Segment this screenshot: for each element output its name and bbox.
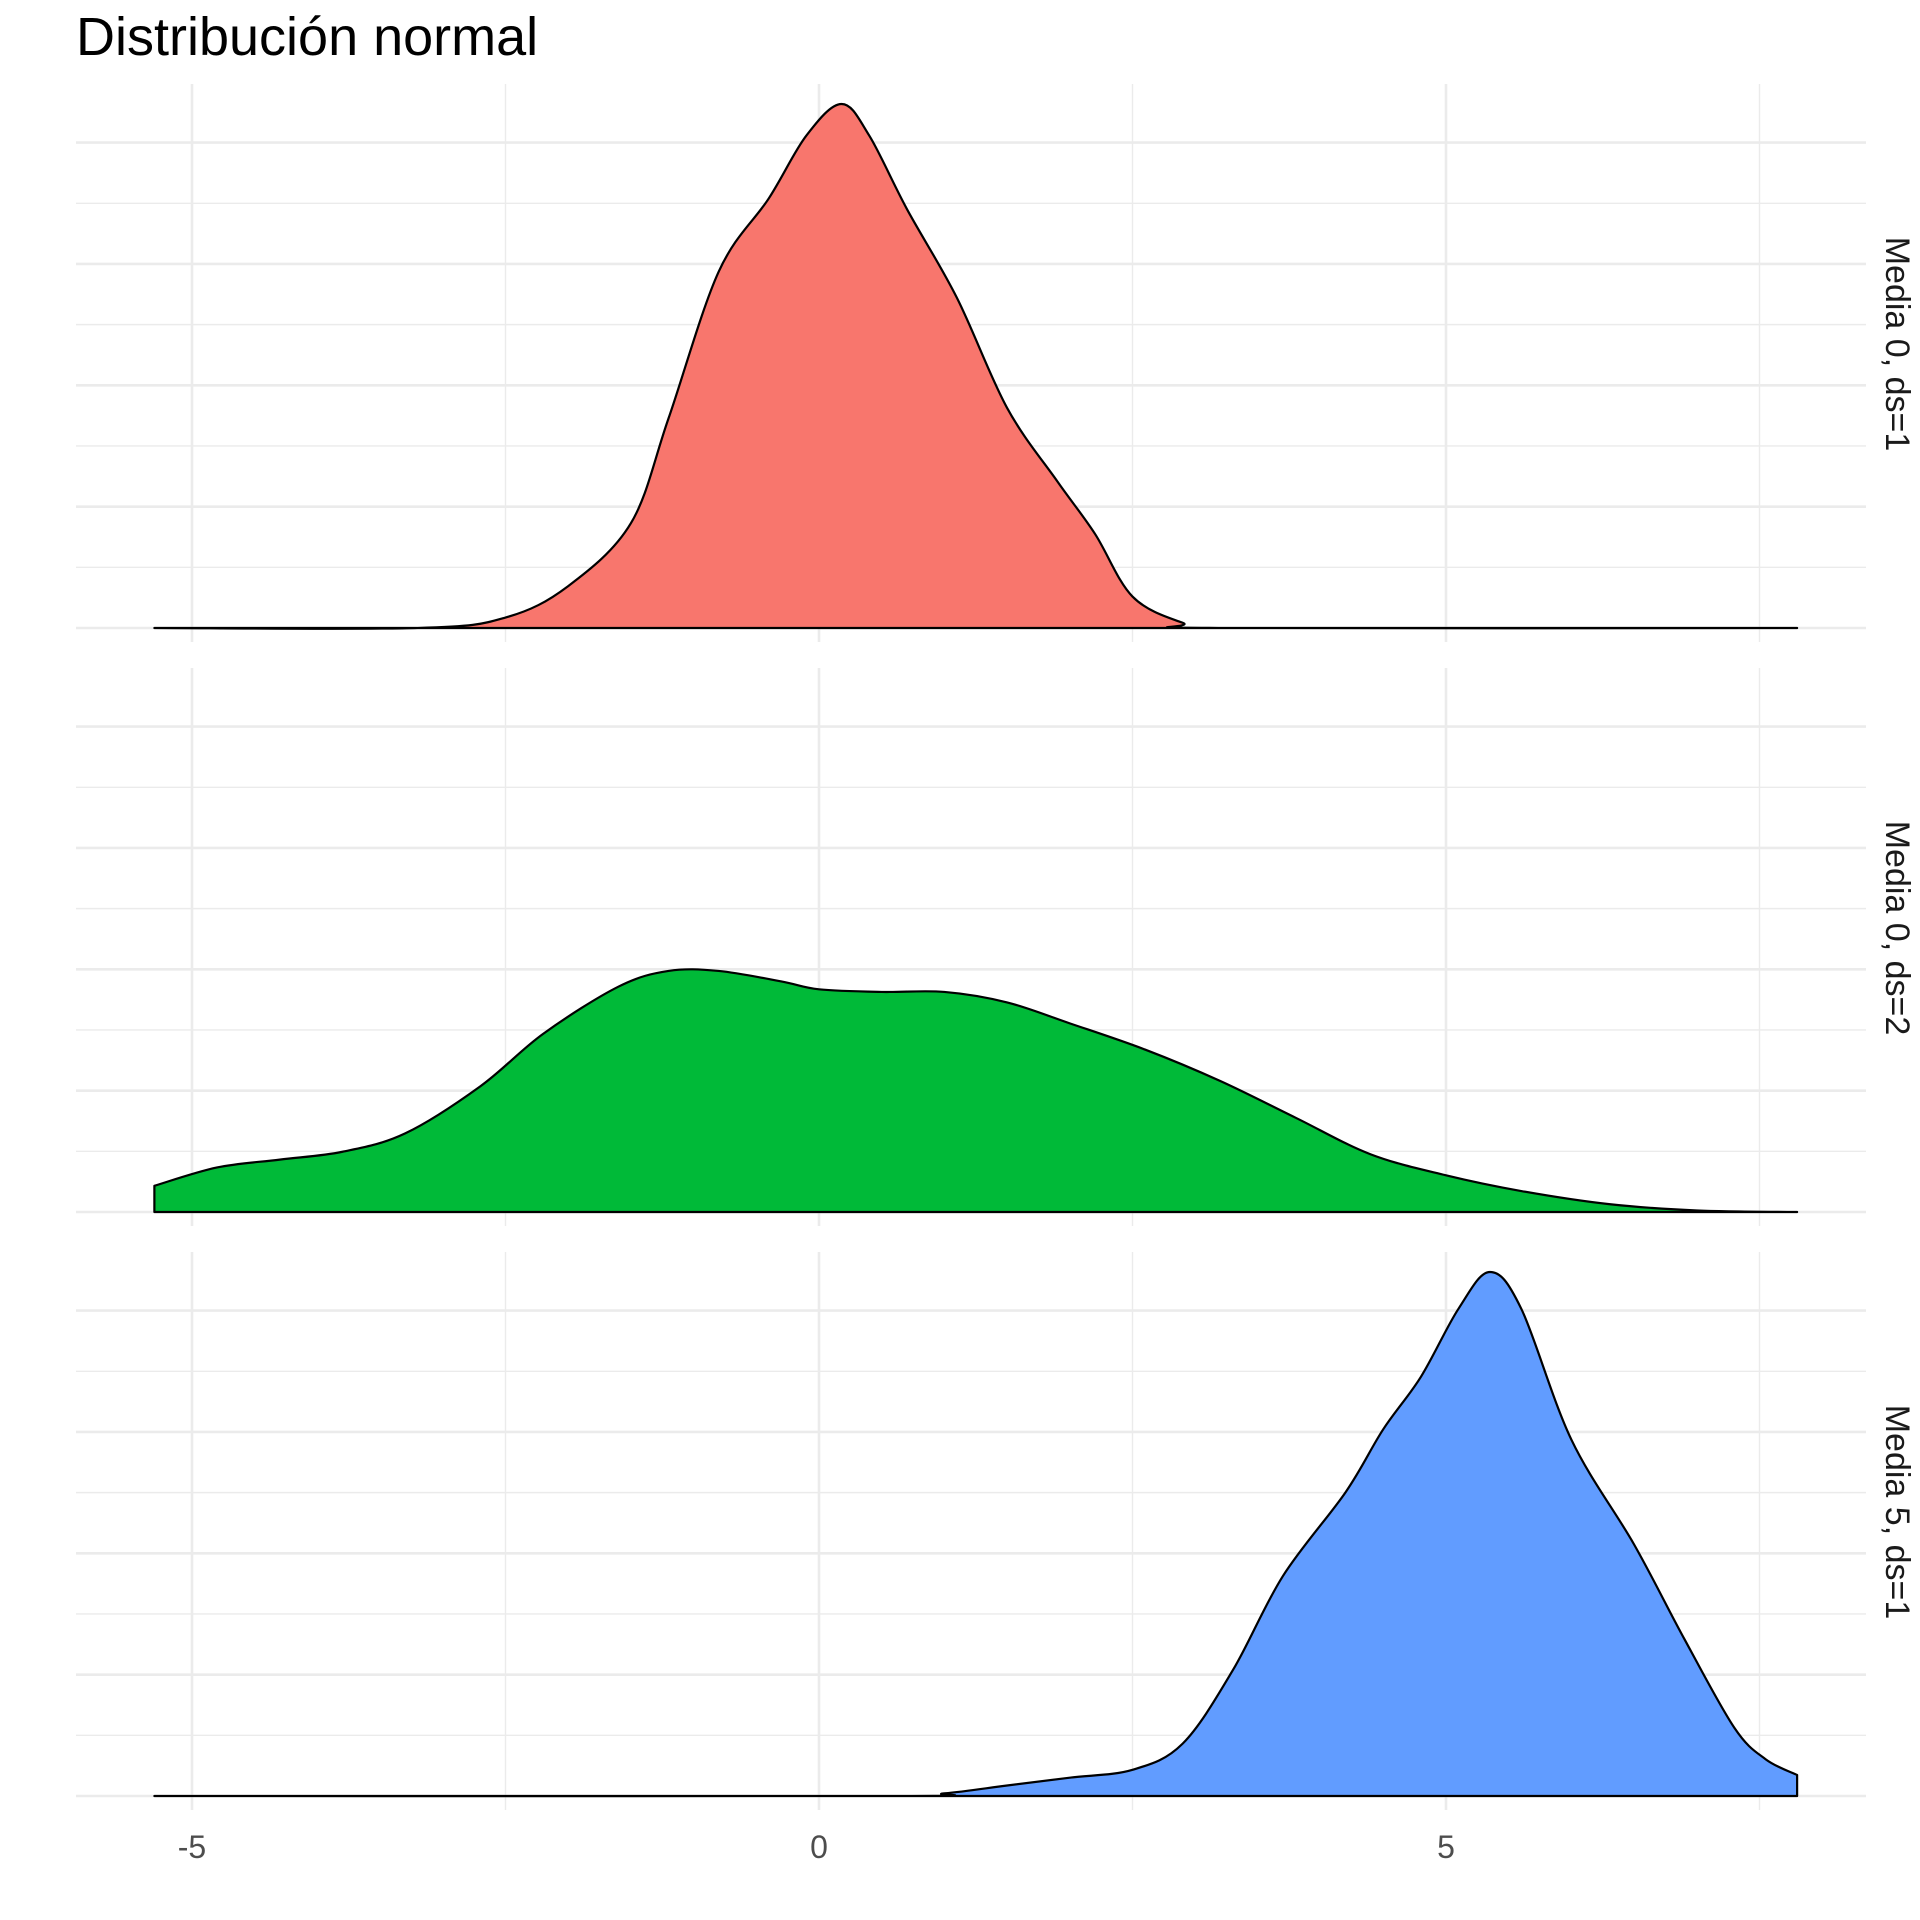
facet-label: Media 5, ds=1 bbox=[1878, 1405, 1916, 1620]
facet-panel: Media 0, ds=2 bbox=[76, 668, 1916, 1226]
x-tick-label: -5 bbox=[178, 1829, 206, 1865]
facet-label: Media 0, ds=2 bbox=[1878, 821, 1916, 1036]
facet-panels: Media 0, ds=1 Media 0, ds=2 Media 5, ds=1 bbox=[76, 84, 1916, 1810]
facet-label: Media 0, ds=1 bbox=[1878, 237, 1916, 452]
density-area bbox=[153, 968, 1799, 1214]
chart-title: Distribución normal bbox=[76, 7, 539, 67]
x-axis: -5 0 5 bbox=[178, 1829, 1455, 1865]
facet-panel: Media 5, ds=1 bbox=[76, 1252, 1916, 1810]
facet-panel: Media 0, ds=1 bbox=[76, 84, 1916, 642]
density-area bbox=[153, 102, 1799, 630]
x-tick-label: 5 bbox=[1437, 1829, 1455, 1865]
x-tick-label: 0 bbox=[810, 1829, 828, 1865]
density-area bbox=[153, 1270, 1799, 1798]
